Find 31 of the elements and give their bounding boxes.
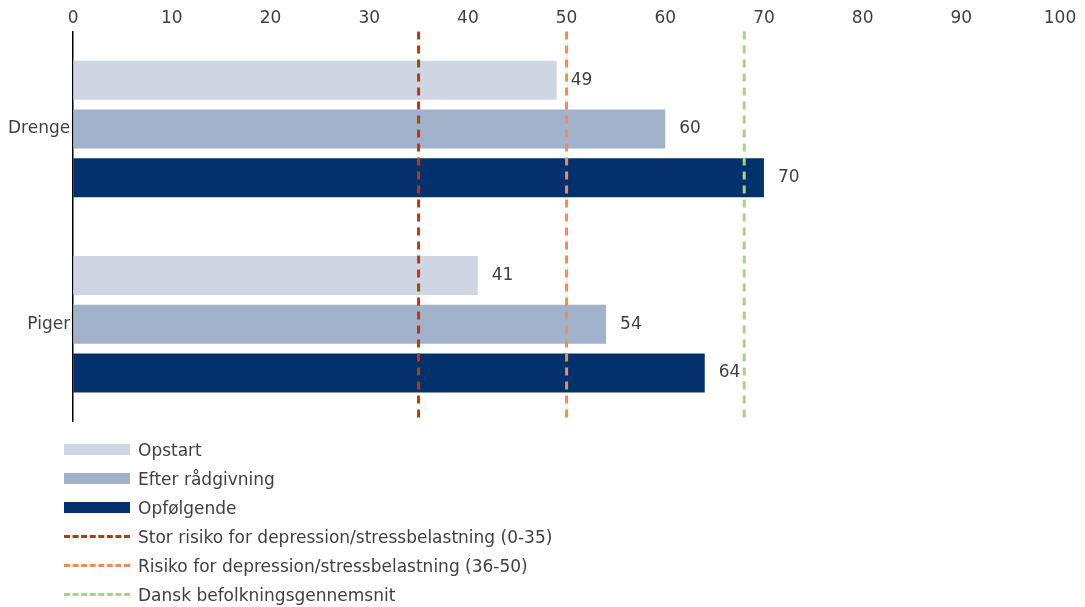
x-tick-label: 80 — [851, 6, 874, 27]
bar — [73, 304, 607, 344]
legend-label: Opfølgende — [138, 497, 237, 518]
legend-label: Risiko for depression/stressbelastning (36-50) — [138, 555, 528, 576]
legend-label: Efter rådgivning — [138, 468, 275, 489]
bar — [73, 109, 666, 149]
x-tick-label: 30 — [358, 6, 381, 27]
data-label: 49 — [570, 68, 593, 89]
x-tick-label: 70 — [753, 6, 775, 27]
bar — [73, 158, 764, 198]
bar — [73, 60, 557, 100]
data-label: 60 — [679, 117, 701, 138]
x-tick-label: 100 — [1043, 6, 1077, 27]
x-tick-label: 20 — [259, 6, 282, 27]
legend-label: Stor risiko for depression/stressbelastning (0-35) — [138, 526, 553, 547]
y-tick-label: Drenge — [7, 117, 71, 138]
x-tick-label: 50 — [555, 6, 578, 27]
data-label: 54 — [620, 312, 642, 333]
data-label: 70 — [777, 166, 800, 187]
legend-label: Dansk befolkningsgennemsnit — [138, 584, 396, 605]
x-tick-label: 90 — [950, 6, 973, 27]
y-tick-label: Piger — [27, 312, 71, 333]
x-tick-label: 10 — [161, 6, 183, 27]
x-tick-label: 0 — [67, 6, 79, 27]
bar — [73, 255, 478, 295]
x-tick-label: 60 — [654, 6, 677, 27]
data-label: 64 — [718, 361, 741, 382]
legend-label: Opstart — [138, 439, 202, 460]
x-tick-label: 40 — [457, 6, 479, 27]
data-label: 41 — [491, 263, 514, 284]
bar — [73, 353, 705, 393]
